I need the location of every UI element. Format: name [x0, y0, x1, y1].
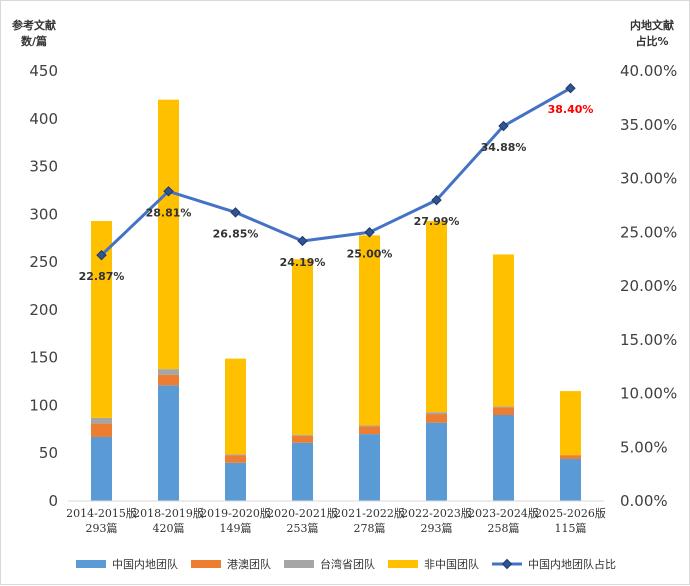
- share-line: [100, 86, 572, 257]
- bar-segment-s1-c0: [91, 423, 112, 437]
- y-right-tick: 25.00%: [620, 223, 677, 241]
- y-right-title-line1: 内地文献: [630, 18, 674, 32]
- x-tick-count: 293篇: [86, 521, 118, 535]
- y-right-title-line2: 占比%: [635, 34, 668, 48]
- y-left-tick: 100: [29, 396, 58, 414]
- y-left-tick: 200: [29, 301, 58, 319]
- x-tick-edition: 2021-2022版: [334, 506, 405, 520]
- bar-segment-s3-c2: [225, 358, 246, 455]
- x-tick-edition: 2018-2019版: [133, 506, 204, 520]
- bar-segment-s2-c1: [158, 369, 179, 375]
- bar-segment-s0-c5: [426, 422, 447, 501]
- x-tick-count: 420篇: [153, 521, 185, 535]
- share-point: [565, 82, 576, 94]
- x-tick-edition: 2023-2024版: [468, 506, 539, 520]
- legend-label: 中国内地团队: [112, 557, 178, 571]
- bar-segment-s1-c1: [158, 374, 179, 386]
- y-right-tick: 30.00%: [620, 170, 677, 188]
- x-tick-count: 278篇: [354, 521, 386, 535]
- y-left-tick: 50: [39, 444, 58, 462]
- y-left-tick: 350: [29, 158, 58, 176]
- legend-label: 非中国团队: [424, 557, 479, 571]
- bar-segment-s0-c4: [359, 434, 380, 501]
- bar-segment-s1-c5: [426, 414, 447, 423]
- y-right-tick: 35.00%: [620, 116, 677, 134]
- y-right-tick: 40.00%: [620, 62, 677, 80]
- share-data-label: 34.88%: [481, 141, 527, 154]
- bar-segment-s3-c5: [426, 221, 447, 413]
- bar-segment-s0-c2: [225, 462, 246, 501]
- y-left-title-line2: 数/篇: [21, 34, 47, 48]
- y-left-tick: 250: [29, 253, 58, 271]
- x-tick-edition: 2020-2021版: [267, 506, 338, 520]
- x-tick-count: 293篇: [421, 521, 453, 535]
- bar-segment-s0-c3: [292, 442, 313, 501]
- x-tick-edition: 2014-2015版: [66, 506, 137, 520]
- y-right-tick: 5.00%: [620, 438, 668, 456]
- bar-segment-s3-c4: [359, 235, 380, 426]
- share-data-label: 22.87%: [79, 270, 125, 283]
- bar-segment-s3-c6: [493, 254, 514, 407]
- legend-label: 港澳团队: [227, 557, 271, 571]
- bar-segment-s1-c4: [359, 426, 380, 435]
- y-left-tick: 150: [29, 349, 58, 367]
- legend-swatch-marker: [501, 558, 513, 570]
- y-right-tick: 20.00%: [620, 277, 677, 295]
- bar-segment-s0-c0: [91, 436, 112, 501]
- bar-segment-s1-c7: [560, 455, 581, 459]
- share-point: [431, 194, 442, 206]
- x-tick-edition: 2022-2023版: [401, 506, 472, 520]
- bar-segment-s1-c2: [225, 455, 246, 463]
- bar-segment-s1-c6: [493, 407, 514, 415]
- share-data-label: 25.00%: [347, 247, 393, 260]
- share-point: [163, 186, 174, 197]
- x-tick-count: 258篇: [488, 521, 520, 535]
- legend-swatch: [191, 560, 221, 568]
- share-data-label: 27.99%: [414, 215, 460, 228]
- share-data-label: 26.85%: [213, 227, 259, 240]
- bar-segment-s2-c0: [91, 417, 112, 424]
- bar-segment-s2-c6: [493, 406, 514, 408]
- bar-segment-s3-c7: [560, 391, 581, 456]
- share-data-label: 24.19%: [280, 256, 326, 269]
- bar-segment-s2-c3: [292, 435, 313, 437]
- y-right-tick: 15.00%: [620, 331, 677, 349]
- share-point: [498, 120, 509, 132]
- bar-segment-s3-c3: [292, 259, 313, 436]
- x-tick-count: 115篇: [555, 521, 587, 535]
- bar-segment-s1-c3: [292, 436, 313, 443]
- y-left-tick: 300: [29, 205, 58, 223]
- bar-segment-s0-c1: [158, 385, 179, 501]
- y-left-tick: 0: [48, 492, 58, 510]
- bar-segment-s2-c4: [359, 425, 380, 427]
- bar-segment-s3-c1: [158, 99, 179, 370]
- legend-label: 台湾省团队: [320, 557, 375, 571]
- x-tick-count: 253篇: [287, 521, 319, 535]
- legend-label: 中国内地团队占比: [528, 557, 616, 571]
- share-point: [364, 227, 375, 238]
- share-point: [297, 235, 308, 247]
- bar-segment-s2-c2: [225, 454, 246, 456]
- x-tick-count: 149篇: [220, 521, 252, 535]
- share-point: [230, 207, 241, 218]
- y-left-tick: 450: [29, 62, 58, 80]
- share-data-label: 28.81%: [146, 206, 192, 219]
- bar-segment-s3-c0: [91, 221, 112, 418]
- y-right-tick: 10.00%: [620, 385, 677, 403]
- x-tick-edition: 2019-2020版: [200, 506, 271, 520]
- bar-segment-s2-c5: [426, 412, 447, 415]
- share-data-label: 38.40%: [548, 103, 594, 116]
- legend-swatch: [76, 560, 106, 568]
- share-point: [96, 249, 107, 261]
- legend-swatch: [388, 560, 418, 568]
- bar-segment-s0-c7: [560, 458, 581, 501]
- y-right-tick: 0.00%: [620, 492, 668, 510]
- y-left-tick: 400: [29, 110, 58, 128]
- bar-segment-s0-c6: [493, 415, 514, 501]
- x-tick-edition: 2025-2026版: [535, 506, 606, 520]
- y-left-title-line1: 参考文献: [12, 18, 56, 32]
- legend-swatch: [284, 560, 314, 568]
